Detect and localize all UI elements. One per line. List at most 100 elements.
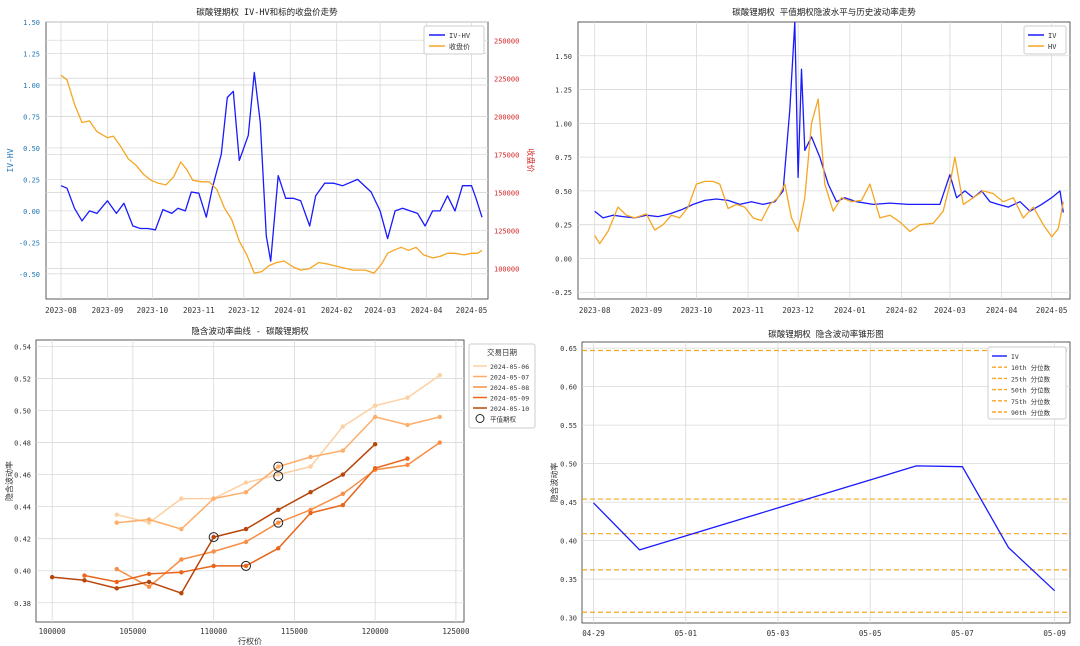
x-tick-label: 05-03 (767, 629, 790, 638)
series-line-close-price (60, 74, 483, 274)
data-point (114, 566, 119, 572)
atm-marker (273, 461, 284, 472)
panel-iv-vs-hv: -0.25 0.00 0.25 0.50 0.75 1.00 1.25 1.50 2023-08… (551, 7, 1071, 315)
x-tick-label: 100000 (39, 627, 67, 636)
legend-atm-marker (475, 414, 485, 423)
data-point (211, 496, 216, 501)
x-tick-label: 2024-04 (986, 306, 1018, 315)
series-line-hv (594, 98, 1064, 245)
atm-marker (208, 532, 219, 543)
data-point (308, 510, 313, 516)
x-tick-label: 2023-08 (579, 306, 611, 315)
y-tick-label: 0.40 (14, 568, 31, 576)
legend-label: 收盘价 (449, 42, 470, 51)
y-tick-label: 0.40 (560, 538, 577, 546)
data-point (114, 586, 119, 591)
data-point (308, 454, 313, 460)
legend-box (423, 25, 485, 55)
data-point (276, 546, 281, 551)
data-point (243, 490, 249, 495)
y-right-tick-label: 100000 (494, 266, 519, 274)
data-point (146, 517, 152, 522)
data-point (276, 520, 281, 525)
legend-label: IV-HV (449, 32, 471, 40)
y-tick-label: 0.46 (14, 472, 31, 480)
chart-title: 碳酸锂期权 隐含波动率锥形图 (768, 329, 884, 340)
y-tick-label: 0.38 (14, 600, 31, 608)
data-point (372, 403, 378, 408)
panel-iv-hv-price: -0.50 -0.25 0.00 0.25 0.50 0.75 1.00 1.25 1.50 10… (6, 7, 536, 315)
y-tick-label: 0.45 (560, 499, 577, 507)
y-tick-label: 0.25 (23, 176, 40, 184)
data-point (437, 414, 442, 420)
atm-marker (273, 517, 284, 528)
x-tick-label: 120000 (362, 627, 390, 636)
legend-label: 90th 分位数 (1011, 408, 1051, 417)
data-point (179, 496, 184, 501)
data-point (308, 507, 313, 513)
x-tick-label: 2024-05 (1036, 306, 1068, 315)
x-tick-label: 2024-02 (321, 306, 353, 315)
legend-label: 75th 分位数 (1011, 397, 1051, 406)
data-point (340, 502, 346, 508)
panel-iv-smile: 0.38 0.40 0.42 0.44 0.46 0.48 0.50 0.52 0.54 1000… (4, 326, 536, 646)
data-point (179, 590, 184, 596)
y-right-axis-label: 收盘价 (526, 149, 536, 173)
x-tick-label: 05-07 (951, 629, 974, 638)
data-point (114, 512, 119, 517)
chart-title: 碳酸锂期权 平值期权隐波水平与历史波动率走势 (732, 7, 916, 18)
y-tick-label: -0.25 (551, 289, 572, 297)
x-tick-label: 05-01 (674, 629, 697, 638)
data-point (340, 448, 346, 453)
y-tick-label: 1.50 (555, 53, 572, 61)
y-tick-label: 0.75 (555, 154, 572, 162)
legend-box (987, 346, 1067, 420)
x-tick-label: 2024-01 (834, 306, 866, 315)
x-tick-label: 2024-03 (934, 306, 966, 315)
series-group (594, 22, 1064, 245)
x-tick-label: 04-29 (582, 629, 605, 638)
plot-frame (577, 21, 1071, 300)
x-tick-label: 2023-12 (228, 306, 260, 315)
legend-label: 2024-05-10 (490, 405, 529, 413)
x-tick-label: 2023-12 (782, 306, 814, 315)
y-right-tick-label: 175000 (494, 151, 519, 159)
chart-title: 隐含波动率曲线 - 碳酸锂期权 (191, 326, 309, 337)
data-point (372, 441, 378, 447)
legend: IV 10th 分位数 25th 分位数 50th 分位数 75th 分位数 90th 分… (987, 346, 1067, 420)
data-point (243, 563, 249, 569)
x-tick-label: 05-05 (859, 629, 882, 638)
y-axis-label: 隐含波动率 (549, 463, 559, 503)
data-point (276, 464, 281, 469)
data-point (114, 520, 119, 525)
data-point (243, 480, 249, 485)
y-right-tick-label: 200000 (494, 113, 519, 121)
x-tick-label: 2023-08 (45, 306, 77, 315)
x-tick-label: 110000 (200, 627, 228, 636)
legend-label: 50th 分位数 (1011, 386, 1051, 395)
data-point (405, 462, 410, 468)
legend: IV HV (1023, 25, 1067, 55)
y-tick-label: -0.25 (19, 239, 40, 247)
y-tick-label: 1.50 (23, 19, 40, 27)
atm-marker (273, 471, 284, 482)
data-point (437, 373, 442, 378)
data-point (405, 395, 410, 400)
series-line-iv (594, 22, 1064, 219)
x-tick-label: 2024-05 (456, 306, 488, 315)
x-tick-label: 115000 (281, 627, 309, 636)
y-tick-label: 0.50 (14, 408, 31, 416)
y-tick-label: 1.00 (23, 82, 40, 90)
data-point (211, 549, 216, 554)
data-point (82, 578, 87, 583)
x-tick-label: 2023-10 (137, 306, 169, 315)
y-tick-label: 0.00 (555, 255, 572, 263)
data-point (405, 422, 410, 428)
y-tick-label: 0.50 (555, 188, 572, 196)
legend-label: 平值期权 (490, 415, 517, 424)
x-tick-label: 2023-09 (631, 306, 663, 315)
data-point (82, 573, 87, 578)
legend-box (1023, 25, 1067, 55)
series-line-iv (593, 465, 1056, 592)
